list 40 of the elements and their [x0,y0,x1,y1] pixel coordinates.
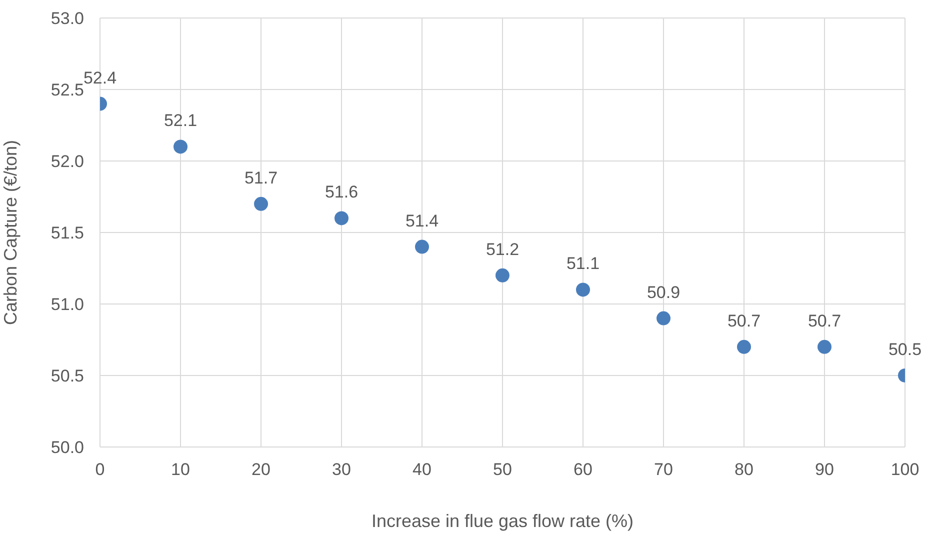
data-label: 51.1 [566,254,600,274]
data-label: 50.5 [888,340,922,359]
data-label: 50.7 [808,311,842,330]
x-tick-label: 100 [890,460,920,480]
data-label: 50.9 [646,282,680,302]
y-tick-label: 53.0 [50,9,84,28]
y-axis-title: Carbon Capture (€/ton) [0,140,20,326]
point [415,240,429,254]
point [656,311,670,326]
x-tick-label: 10 [171,460,190,480]
x-tick-label: 50 [493,460,512,480]
point [818,340,832,354]
x-tick-label: 0 [95,460,105,480]
x-tick-label: 70 [654,460,673,480]
point [174,140,188,154]
y-tick-label: 52.0 [50,152,84,172]
y-tick-label: 50.0 [50,438,84,458]
point [334,211,348,226]
data-label: 52.4 [83,68,117,88]
x-axis-title: Increase in flue gas flow rate (%) [371,511,634,531]
x-tick-label: 20 [252,460,270,480]
y-tick-label: 51.0 [50,295,84,314]
data-label: 50.7 [727,311,761,330]
point [737,340,751,354]
data-label: 51.2 [486,240,520,259]
x-tick-label: 30 [332,460,351,480]
data-label: 51.7 [244,168,278,188]
data-label: 51.6 [324,182,358,202]
x-tick-label: 80 [734,460,754,480]
point [576,282,590,297]
data-label: 52.1 [164,111,198,130]
data-label: 51.4 [405,211,439,230]
x-tick-label: 40 [412,460,432,480]
y-tick-label: 51.5 [50,224,84,243]
x-tick-label: 60 [574,460,592,480]
point [254,196,268,211]
y-tick-label: 50.5 [50,366,84,386]
point [496,268,510,282]
y-tick-label: 52.5 [50,80,84,100]
x-tick-label: 90 [815,460,834,480]
